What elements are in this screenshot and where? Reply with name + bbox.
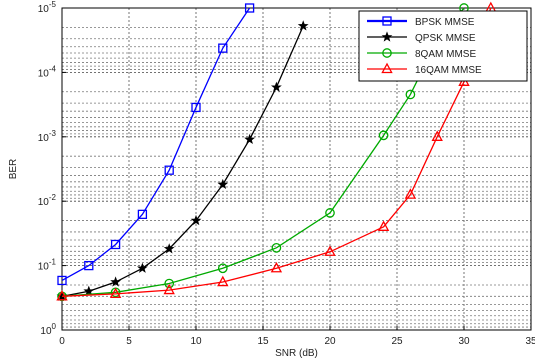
legend-item-16qam-mmse: 16QAM MMSE — [367, 62, 482, 76]
data-point-16qam-mmse — [431, 130, 443, 141]
legend-item-qpsk-mmse: QPSK MMSE — [367, 31, 476, 44]
data-point-bpsk-mmse — [57, 275, 67, 286]
data-point-8qam-mmse — [271, 242, 282, 253]
legend-label: QPSK MMSE — [415, 33, 476, 44]
data-point-16qam-mmse — [324, 245, 336, 256]
legend-marker — [381, 62, 393, 74]
data-point-bpsk-mmse — [191, 102, 201, 113]
x-tick-label: 5 — [126, 336, 132, 347]
data-point-qpsk-mmse — [217, 178, 229, 190]
data-point-bpsk-mmse — [244, 3, 255, 13]
data-point-8qam-mmse — [378, 130, 389, 141]
data-point-bpsk-mmse — [110, 239, 121, 250]
data-point-qpsk-mmse — [244, 133, 255, 145]
y-tick-label: 10-4 — [38, 64, 57, 79]
data-point-bpsk-mmse — [137, 209, 148, 219]
data-point-qpsk-mmse — [163, 243, 175, 254]
legend-label: 8QAM MMSE — [415, 49, 476, 60]
plot-frame — [61, 7, 532, 331]
x-tick-label: 35 — [525, 336, 535, 347]
legend-marker — [382, 48, 392, 58]
data-point-qpsk-mmse — [110, 276, 121, 287]
legend-item-bpsk-mmse: BPSK MMSE — [367, 16, 475, 28]
data-point-16qam-mmse — [217, 275, 229, 287]
data-point-16qam-mmse — [377, 220, 390, 231]
data-point-8qam-mmse — [217, 263, 228, 274]
data-point-8qam-mmse — [325, 208, 335, 218]
x-tick-label: 20 — [324, 336, 336, 347]
data-point-bpsk-mmse — [164, 165, 174, 175]
data-point-qpsk-mmse — [271, 81, 282, 92]
data-point-16qam-mmse — [163, 283, 175, 295]
y-tick-label: 10-2 — [38, 193, 57, 208]
series-line-16qam-mmse — [61, 7, 492, 297]
y-axis-label: BER — [8, 159, 19, 180]
data-point-8qam-mmse — [405, 89, 416, 100]
data-point-qpsk-mmse — [297, 20, 309, 31]
legend-label: BPSK MMSE — [415, 17, 475, 28]
x-tick-label: 15 — [257, 336, 269, 347]
data-point-qpsk-mmse — [83, 285, 95, 296]
data-point-qpsk-mmse — [137, 262, 148, 273]
y-tick-label: 100 — [40, 322, 56, 337]
y-tick-label: 10-5 — [38, 0, 57, 15]
series-line-qpsk-mmse — [61, 25, 304, 297]
y-tick-label: 10-1 — [38, 258, 57, 273]
grid — [62, 8, 531, 330]
series-bpsk-mmse — [57, 3, 255, 286]
series-group — [56, 1, 497, 302]
legend-item-8qam-mmse: 8QAM MMSE — [367, 48, 476, 60]
legend-marker — [381, 31, 393, 42]
y-tick-label: 10-3 — [38, 129, 57, 144]
x-tick-label: 10 — [190, 336, 202, 347]
x-tick-label: 0 — [59, 336, 65, 347]
data-point-16qam-mmse — [56, 289, 68, 301]
axis-ticks: 0 5 10 15 20 25 30 35 100 10-1 10-2 10-3 10-4 10-5 — [38, 0, 535, 347]
legend-label: 16QAM MMSE — [415, 65, 482, 76]
data-point-qpsk-mmse — [190, 214, 202, 226]
legend: BPSK MMSE QPSK MMSE 8QAM MMSE 16QAM MMSE — [358, 10, 528, 82]
data-point-16qam-mmse — [404, 188, 417, 199]
data-point-bpsk-mmse — [218, 43, 228, 53]
data-point-16qam-mmse — [109, 287, 122, 299]
x-axis-label: SNR (dB) — [275, 348, 318, 359]
x-tick-label: 30 — [458, 336, 470, 347]
legend-marker — [382, 16, 392, 26]
data-point-8qam-mmse — [164, 278, 175, 289]
data-point-16qam-mmse — [270, 261, 283, 273]
data-point-bpsk-mmse — [84, 260, 94, 271]
x-tick-label: 25 — [391, 336, 403, 347]
